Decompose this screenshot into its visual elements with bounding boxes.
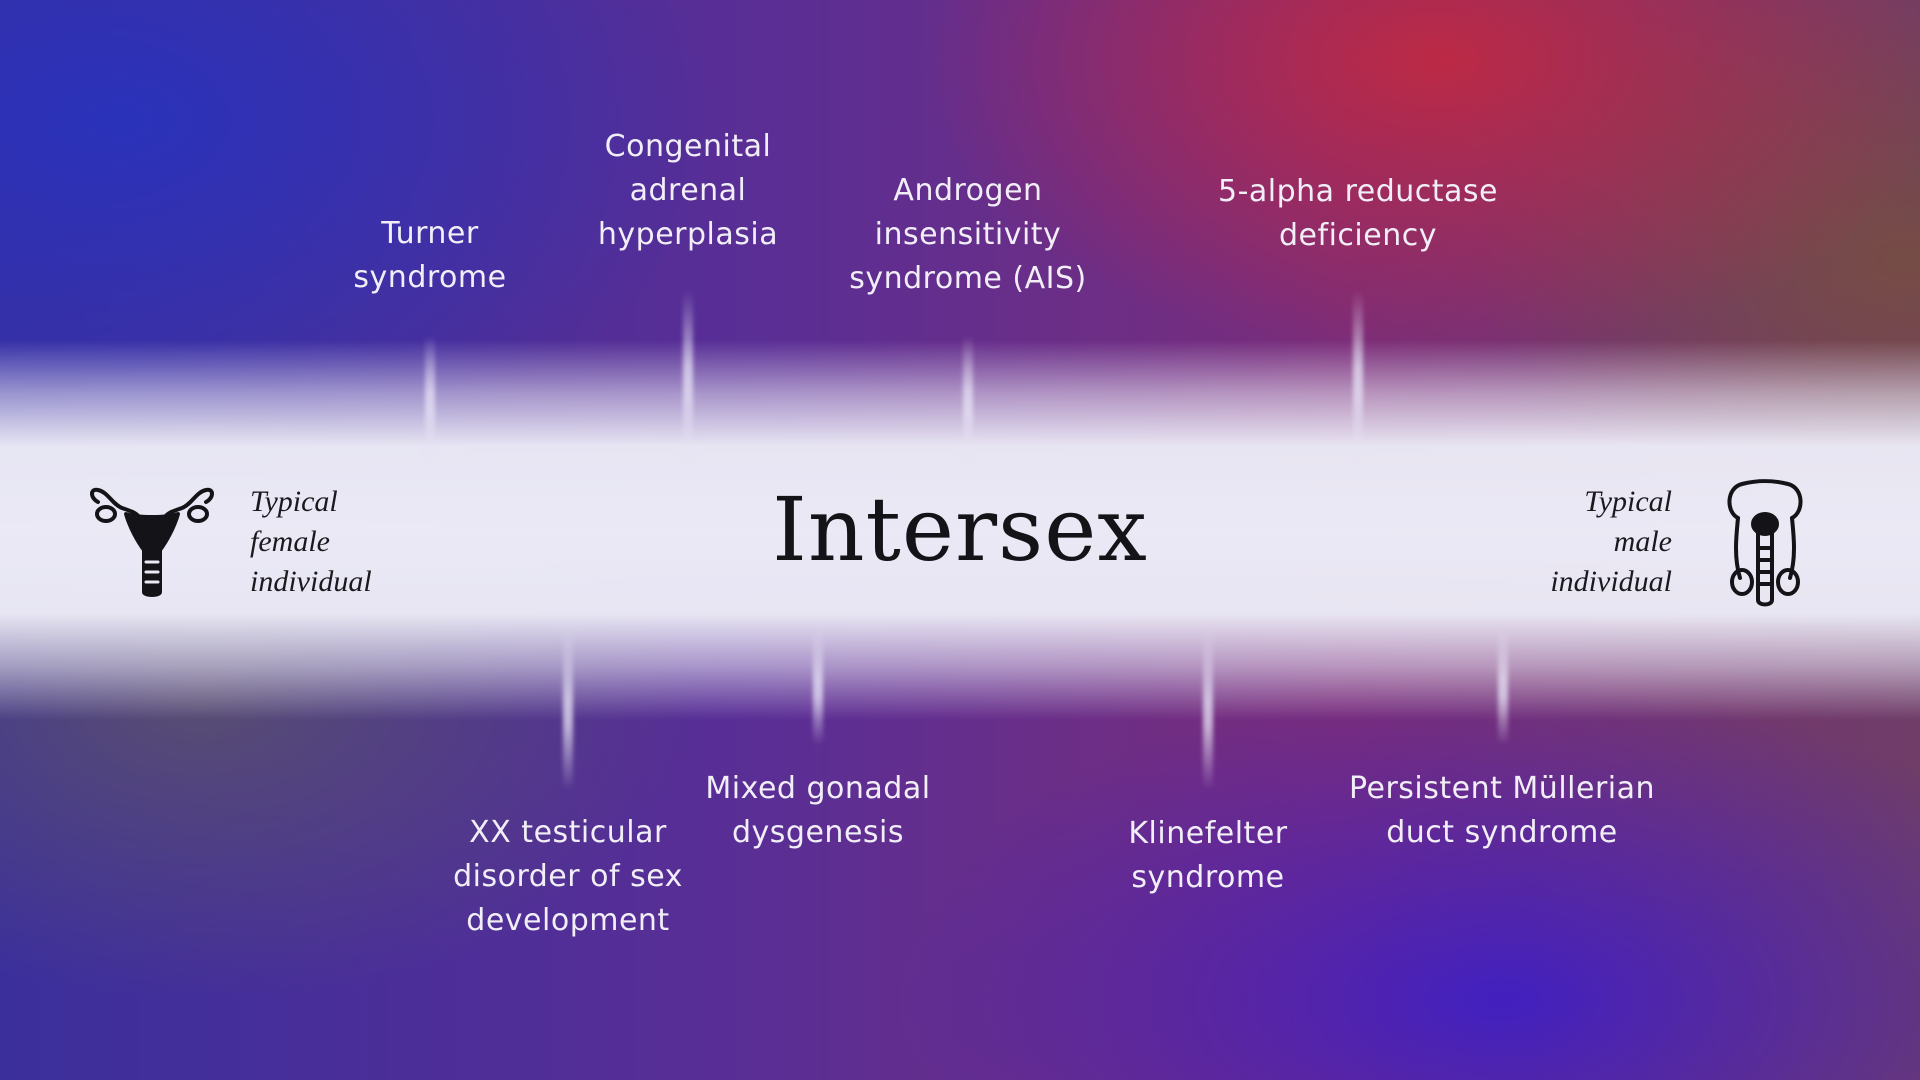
condition-klinefelter-syndrome: Klinefelter syndrome — [1128, 816, 1288, 895]
male-reproductive-icon — [1722, 478, 1808, 614]
tick-xx-testicular — [563, 625, 573, 790]
diagram-title: Intersex — [772, 478, 1148, 581]
tick-ais — [963, 335, 973, 465]
typical-female-label: Typical female individual — [250, 485, 372, 598]
spectrum-band — [0, 340, 1920, 720]
tick-pmds — [1498, 625, 1508, 745]
condition-xx-testicular-dsd: XX testicular disorder of sex developmen… — [453, 815, 683, 938]
condition-androgen-insensitivity-syndrome: Androgen insensitivity syndrome (AIS) — [849, 173, 1087, 296]
tick-turner — [425, 335, 435, 465]
tick-klinefelter — [1203, 625, 1213, 790]
uterus-icon — [86, 484, 218, 604]
condition-persistent-mullerian-duct-syndrome: Persistent Müllerian duct syndrome — [1348, 771, 1656, 850]
tick-cah — [683, 290, 693, 465]
condition-turner-syndrome: Turner syndrome — [353, 216, 507, 295]
tick-5ard — [1353, 290, 1363, 465]
condition-mixed-gonadal-dysgenesis: Mixed gonadal dysgenesis — [705, 771, 931, 850]
condition-5-alpha-reductase-deficiency: 5-alpha reductase deficiency — [1217, 174, 1499, 253]
typical-male-label: Typical male individual — [1550, 485, 1672, 598]
tick-mixed-gonadal — [813, 625, 823, 745]
condition-congenital-adrenal-hyperplasia: Congenital adrenal hyperplasia — [597, 129, 779, 252]
